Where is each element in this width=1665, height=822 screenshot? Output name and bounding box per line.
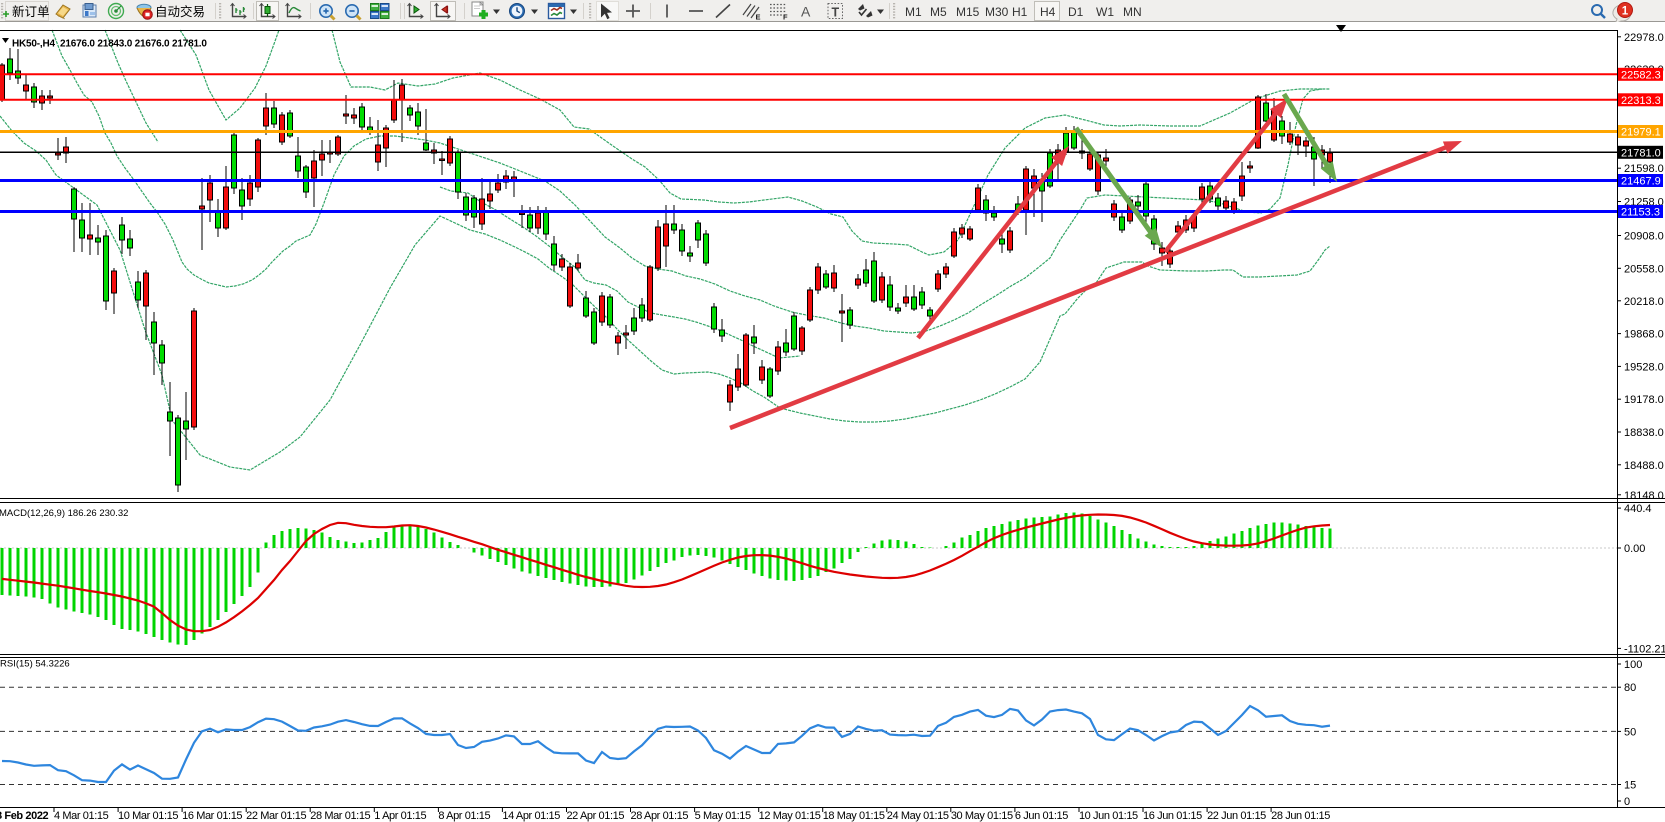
svg-text:RSI(15) 54.3226: RSI(15) 54.3226 [0,659,70,670]
svg-text:22313.3: 22313.3 [1621,95,1661,107]
svg-text:0: 0 [1624,796,1630,808]
svg-text:-1102.21: -1102.21 [1624,643,1665,655]
svg-text:50: 50 [1624,726,1636,738]
svg-text:HK50-,H4 21676.0 21843.0 2167: HK50-,H4 21676.0 21843.0 21676.0 21781.0 [12,39,207,50]
svg-text:M5: M5 [930,5,947,19]
svg-text:440.4: 440.4 [1624,503,1652,515]
svg-text:28 Mar 01:15: 28 Mar 01:15 [310,810,370,822]
svg-text:4 Mar 01:15: 4 Mar 01:15 [54,810,109,822]
svg-text:D1: D1 [1068,5,1084,19]
svg-text:18488.0: 18488.0 [1624,460,1664,472]
svg-text:8 Feb 2022: 8 Feb 2022 [0,810,49,822]
svg-text:16 Mar 01:15: 16 Mar 01:15 [182,810,242,822]
svg-text:28 Jun 01:15: 28 Jun 01:15 [1271,810,1330,822]
svg-text:20558.0: 20558.0 [1624,263,1664,275]
svg-text:21467.9: 21467.9 [1621,176,1661,188]
svg-text:21598.0: 21598.0 [1624,163,1664,175]
svg-text:22978.0: 22978.0 [1624,32,1664,44]
svg-text:T: T [832,6,840,20]
svg-text:10 Jun 01:15: 10 Jun 01:15 [1079,810,1138,822]
svg-text:28 Apr 01:15: 28 Apr 01:15 [631,810,689,822]
svg-text:F: F [783,13,788,22]
svg-text:E: E [756,13,761,22]
svg-text:1: 1 [1622,6,1629,18]
svg-text:0.00: 0.00 [1624,543,1645,555]
svg-text:19528.0: 19528.0 [1624,361,1664,373]
svg-text:H4: H4 [1040,5,1056,19]
svg-text:M1: M1 [905,5,922,19]
svg-text:W1: W1 [1096,5,1114,19]
svg-text:18148.0: 18148.0 [1624,490,1664,502]
svg-text:8 Apr 01:15: 8 Apr 01:15 [438,810,490,822]
svg-text:24 May 01:15: 24 May 01:15 [887,810,949,822]
svg-text:M30: M30 [985,5,1009,19]
svg-text:18 May 01:15: 18 May 01:15 [823,810,885,822]
svg-text:15: 15 [1624,780,1636,792]
svg-text:A: A [801,4,811,20]
svg-text:80: 80 [1624,682,1636,694]
svg-text:21781.0: 21781.0 [1621,147,1661,159]
svg-text:1 Apr 01:15: 1 Apr 01:15 [374,810,426,822]
svg-text:H1: H1 [1012,5,1028,19]
svg-text:19178.0: 19178.0 [1624,394,1664,406]
svg-text:16 Jun 01:15: 16 Jun 01:15 [1143,810,1202,822]
svg-text:M15: M15 [956,5,980,19]
svg-text:18838.0: 18838.0 [1624,427,1664,439]
svg-text:6 Jun 01:15: 6 Jun 01:15 [1015,810,1068,822]
svg-text:12 May 01:15: 12 May 01:15 [759,810,821,822]
svg-text:MACD(12,26,9) 186.26 230.32: MACD(12,26,9) 186.26 230.32 [0,508,128,519]
svg-text:14 Apr 01:15: 14 Apr 01:15 [502,810,560,822]
svg-text:100: 100 [1624,659,1642,671]
svg-text:19868.0: 19868.0 [1624,329,1664,341]
svg-text:MN: MN [1123,5,1142,19]
svg-text:22 Mar 01:15: 22 Mar 01:15 [246,810,306,822]
svg-text:22 Jun 01:15: 22 Jun 01:15 [1207,810,1266,822]
svg-text:10 Mar 01:15: 10 Mar 01:15 [118,810,178,822]
svg-text:5 May 01:15: 5 May 01:15 [695,810,751,822]
svg-text:30 May 01:15: 30 May 01:15 [951,810,1013,822]
svg-text:新订单: 新订单 [12,4,50,19]
svg-text:22 Apr 01:15: 22 Apr 01:15 [566,810,624,822]
svg-text:22582.3: 22582.3 [1621,69,1661,81]
svg-text:20908.0: 20908.0 [1624,231,1664,243]
svg-text:20218.0: 20218.0 [1624,296,1664,308]
svg-text:21153.3: 21153.3 [1621,207,1660,219]
svg-text:自动交易: 自动交易 [155,4,205,19]
svg-text:21979.1: 21979.1 [1621,127,1661,139]
